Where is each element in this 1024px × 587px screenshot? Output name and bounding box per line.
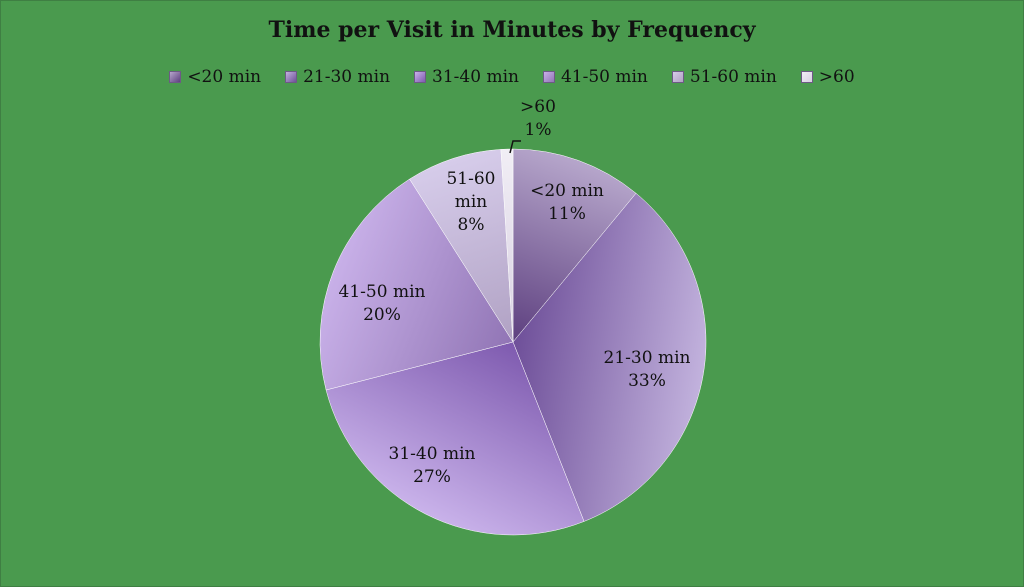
data-label: 21-30 min 33%: [604, 348, 691, 391]
data-label-line: 1%: [525, 120, 552, 140]
legend-swatch: [169, 71, 182, 83]
chart-title: Time per Visit in Minutes by Frequency: [268, 17, 756, 43]
legend-swatch: [414, 71, 427, 83]
pie-slice: [319, 178, 514, 391]
legend-label: 41-50 min: [560, 67, 648, 87]
data-label: 41-50 min 20%: [339, 282, 426, 325]
legend-label: <20 min: [187, 67, 262, 87]
data-label-line: 21-30 min: [604, 348, 691, 368]
data-label: 31-40 min 27%: [389, 444, 476, 487]
data-label-line: 11%: [548, 204, 586, 224]
legend-label: 51-60 min: [689, 67, 777, 87]
pie-slice: [512, 192, 707, 522]
legend-item: <20 min: [169, 67, 261, 87]
data-label-line: 8%: [458, 215, 485, 235]
legend-swatch: [671, 71, 684, 83]
legend-swatch: [285, 71, 298, 83]
data-label-line: min: [455, 192, 488, 212]
leader-line: [509, 140, 521, 154]
data-label-line: >60: [520, 97, 556, 117]
pie-slice: [409, 149, 514, 343]
data-label-line: 20%: [363, 305, 401, 325]
data-label-line: 27%: [413, 467, 451, 487]
data-label-line: <20 min: [530, 181, 604, 201]
legend: <20 min 21-30 min 31-40 min 41-50 min 51…: [1, 67, 1023, 87]
legend-item: 41-50 min: [542, 67, 648, 87]
pie-slice: [512, 148, 637, 343]
legend-label: 31-40 min: [432, 67, 519, 87]
data-label: >60 1%: [520, 97, 556, 140]
data-label-line: 41-50 min: [339, 282, 426, 302]
legend-label: >60: [818, 67, 855, 87]
legend-item: >60: [800, 67, 855, 87]
legend-item: 31-40 min: [414, 67, 519, 87]
legend-swatch: [542, 71, 555, 83]
data-label-line: 51-60: [446, 169, 495, 189]
data-label: <20 min 11%: [530, 181, 604, 224]
pie-slice: [325, 341, 585, 536]
legend-swatch: [800, 71, 813, 83]
legend-item: 51-60 min: [671, 67, 777, 87]
data-label: 51-60 min 8%: [446, 169, 495, 235]
data-label-line: 33%: [628, 371, 666, 391]
data-label-line: 31-40 min: [389, 444, 476, 464]
pie-slice: [500, 148, 514, 343]
legend-label: 21-30 min: [303, 67, 391, 87]
legend-item: 21-30 min: [285, 67, 390, 87]
